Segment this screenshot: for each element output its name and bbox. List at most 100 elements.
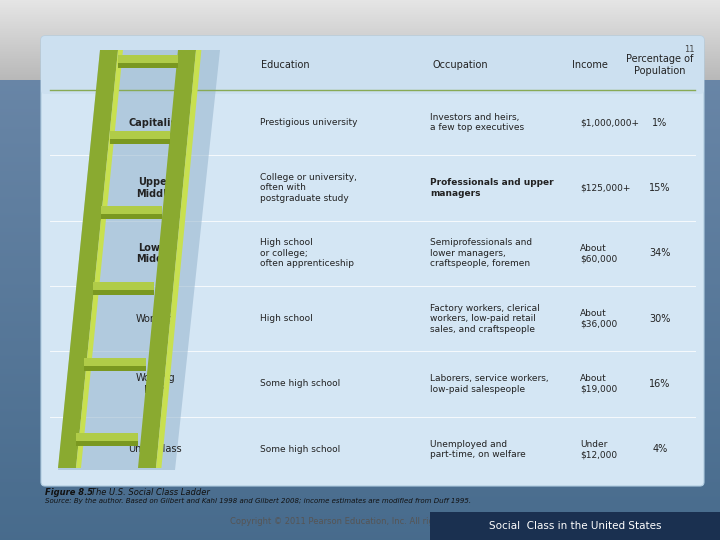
Bar — [0, 348, 720, 349]
Bar — [0, 164, 720, 165]
Bar — [0, 141, 720, 142]
Bar — [0, 260, 720, 261]
Bar — [0, 362, 720, 363]
Bar — [0, 297, 720, 298]
Bar — [0, 120, 720, 121]
Text: Lower
Middle: Lower Middle — [136, 242, 174, 264]
Bar — [0, 44, 720, 45]
Bar — [0, 391, 720, 392]
Bar — [0, 510, 720, 511]
Text: Laborers, service workers,
low-paid salespeople: Laborers, service workers, low-paid sale… — [430, 374, 549, 394]
Text: 1%: 1% — [652, 118, 667, 127]
Bar — [0, 509, 720, 510]
Bar — [0, 263, 720, 264]
Bar — [0, 153, 720, 154]
Bar — [0, 358, 720, 359]
Bar — [0, 97, 720, 98]
Text: Semiprofessionals and
lower managers,
craftspeople, foremen: Semiprofessionals and lower managers, cr… — [430, 239, 532, 268]
Bar — [0, 245, 720, 246]
Bar — [0, 505, 720, 506]
Bar — [0, 384, 720, 385]
Bar — [0, 224, 720, 225]
Bar — [0, 6, 720, 7]
Bar — [0, 429, 720, 430]
Bar — [0, 334, 720, 335]
Bar — [0, 371, 720, 372]
Bar — [0, 51, 720, 52]
Bar — [0, 328, 720, 329]
Bar — [0, 513, 720, 514]
Bar — [0, 467, 720, 468]
Bar — [0, 81, 720, 82]
Bar — [45, 40, 700, 90]
Bar — [0, 482, 720, 483]
Bar — [0, 197, 720, 198]
Bar — [0, 492, 720, 493]
Bar — [0, 393, 720, 394]
Bar — [0, 21, 720, 22]
Bar — [0, 41, 720, 42]
Bar — [0, 228, 720, 229]
Bar — [0, 527, 720, 528]
Bar — [0, 339, 720, 340]
Bar — [0, 43, 720, 44]
Bar — [0, 30, 720, 31]
Text: Some high school: Some high school — [260, 445, 341, 454]
Bar — [0, 293, 720, 294]
Bar — [0, 233, 720, 234]
Text: About
$36,000: About $36,000 — [580, 309, 617, 328]
Text: Source: By the author. Based on Gilbert and Kahl 1998 and Gilbert 2008; income e: Source: By the author. Based on Gilbert … — [45, 498, 471, 504]
Bar — [0, 154, 720, 155]
Bar — [0, 159, 720, 160]
Bar — [0, 364, 720, 365]
Bar — [0, 443, 720, 444]
Polygon shape — [93, 290, 154, 295]
Bar — [0, 498, 720, 499]
Bar — [0, 274, 720, 275]
Bar — [0, 214, 720, 215]
Bar — [0, 493, 720, 494]
Bar — [0, 500, 720, 501]
Polygon shape — [84, 357, 146, 366]
Bar — [0, 34, 720, 35]
Bar — [0, 475, 720, 476]
Bar — [0, 389, 720, 390]
Bar — [0, 535, 720, 536]
Bar — [0, 151, 720, 152]
Bar — [0, 152, 720, 153]
Bar — [0, 59, 720, 60]
Bar — [0, 63, 720, 64]
Bar — [0, 209, 720, 210]
Polygon shape — [138, 50, 196, 468]
Bar — [0, 286, 720, 287]
Bar — [0, 22, 720, 23]
Bar — [0, 193, 720, 194]
Bar — [0, 480, 720, 481]
Bar — [0, 501, 720, 502]
Bar — [0, 104, 720, 105]
Bar — [0, 220, 720, 221]
Bar — [0, 279, 720, 280]
Bar — [0, 65, 720, 66]
Bar — [0, 76, 720, 77]
Bar — [0, 396, 720, 397]
Bar — [0, 486, 720, 487]
Bar — [0, 283, 720, 284]
Bar — [0, 156, 720, 157]
Bar — [0, 271, 720, 272]
Bar — [0, 158, 720, 159]
Polygon shape — [93, 282, 154, 290]
Bar — [0, 490, 720, 491]
Bar — [0, 124, 720, 125]
Bar — [0, 208, 720, 209]
Bar — [0, 241, 720, 242]
Bar — [0, 115, 720, 116]
Bar — [0, 281, 720, 282]
Bar — [0, 100, 720, 101]
Bar — [0, 290, 720, 291]
Bar — [0, 27, 720, 28]
Bar — [0, 194, 720, 195]
Bar — [0, 406, 720, 407]
Bar — [0, 351, 720, 352]
Bar — [0, 304, 720, 305]
